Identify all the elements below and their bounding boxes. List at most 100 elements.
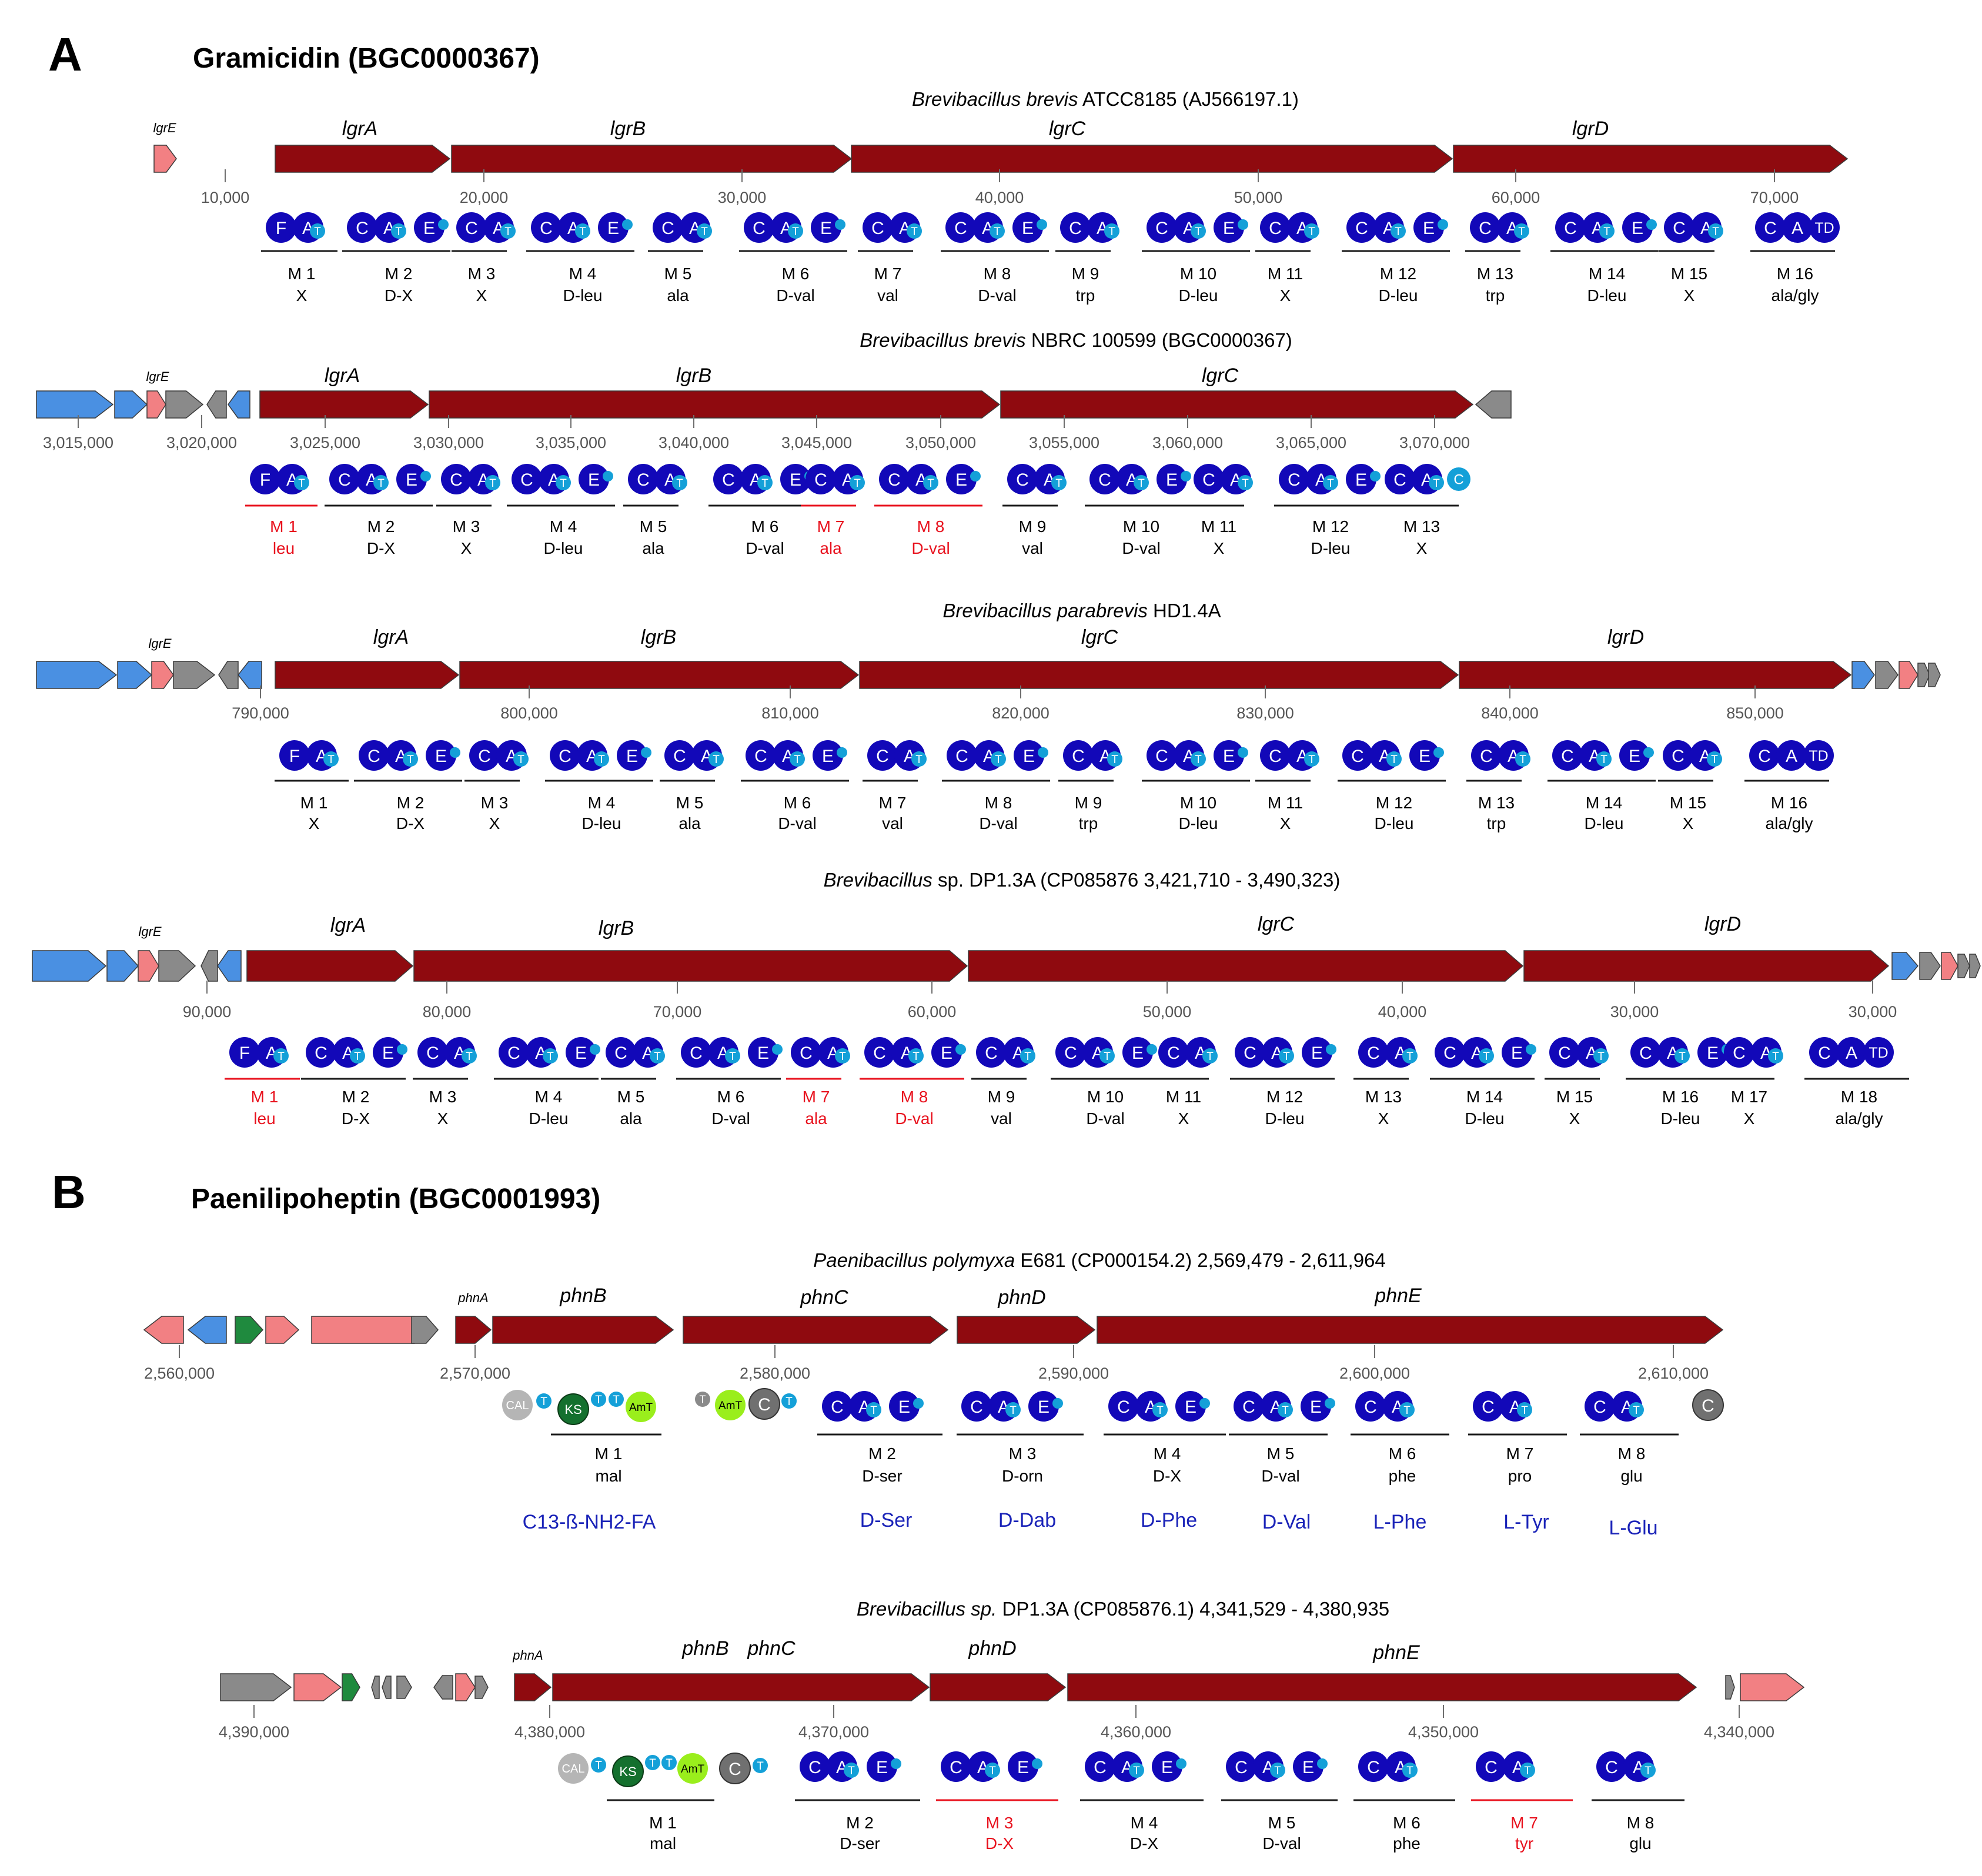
domain-letter: A	[1786, 747, 1797, 766]
epimerase-dot	[1038, 747, 1048, 758]
domain-f: F	[250, 464, 280, 494]
track-accession: DP1.3A (CP085876.1) 4,341,529 - 4,380,93…	[997, 1598, 1389, 1620]
module-label: M 8	[1627, 1814, 1655, 1832]
module-substrate: D-leu	[1587, 286, 1627, 305]
thiolation-domain: T	[1191, 223, 1206, 239]
domain-circle	[1181, 471, 1191, 481]
domain-td: TD	[1803, 740, 1834, 771]
epimerase-dot	[891, 1758, 901, 1769]
context-gene-arrow	[36, 661, 118, 689]
domain-letter: T	[1521, 1405, 1528, 1417]
thiolation-domain: T	[757, 475, 773, 490]
module-substrate: ala/gly	[1836, 1109, 1883, 1128]
domain-circle	[609, 1392, 624, 1407]
domain-letter: T	[1679, 1051, 1686, 1063]
thiolation-domain: T	[697, 223, 712, 239]
domain-circle	[1051, 475, 1067, 490]
domain-circle	[1085, 1751, 1115, 1782]
domain-letter: C	[1480, 747, 1493, 766]
thiolation-domain: T	[850, 475, 865, 490]
domain-circle	[1194, 464, 1224, 494]
domain-letter: C	[1558, 1044, 1571, 1063]
module-substrate: D-leu	[1375, 814, 1414, 832]
thiolation-domain: T	[1391, 223, 1406, 239]
domain-c: C	[1235, 1037, 1265, 1068]
domain-letter: T	[595, 1394, 602, 1406]
domain-letter: C	[1453, 472, 1463, 488]
gene-name: lgrE	[146, 369, 169, 384]
gene-arrow-lgrE	[153, 145, 177, 173]
module-substrate: D-orn	[1002, 1467, 1043, 1485]
thiolation-domain: T	[609, 1392, 624, 1407]
domain-letter: T	[848, 1765, 855, 1777]
domain-letter: T	[1327, 477, 1334, 490]
thiolation-domain: T	[294, 475, 309, 490]
domain-circle	[591, 1757, 606, 1773]
module-substrate: D-leu	[563, 286, 603, 305]
domain-td: TD	[1863, 1037, 1894, 1068]
domain-letter: C	[728, 1760, 741, 1779]
domain-circle	[229, 1037, 260, 1068]
epimerase-dot	[450, 747, 460, 758]
module-substrate: D-val	[1262, 1834, 1301, 1852]
domain-circle	[1008, 1751, 1038, 1782]
domain-c: C	[1358, 1751, 1389, 1782]
gene-name: phnA	[457, 1290, 488, 1305]
module-label: M 1	[649, 1814, 677, 1832]
domain-circle	[1517, 1402, 1532, 1417]
product-name: L-Tyr	[1503, 1511, 1549, 1533]
module-substrate: X	[309, 814, 320, 832]
domain-circle	[811, 212, 841, 243]
domain-circle	[1429, 475, 1444, 490]
domain-circle	[664, 740, 695, 771]
thiolation-domain: T	[1515, 751, 1530, 767]
domain-circle	[1768, 1048, 1783, 1064]
domain-circle	[1032, 1758, 1042, 1769]
domain-circle	[575, 223, 590, 239]
domain-letter: E	[1022, 219, 1034, 238]
module-label: M 9	[1075, 794, 1102, 812]
domain-circle	[985, 1763, 1000, 1778]
axis-tick-label: 3,060,000	[1152, 434, 1223, 452]
epimerase-dot	[1438, 219, 1448, 230]
product-name: L-Phe	[1373, 1511, 1427, 1533]
track-accession: HD1.4A	[1148, 600, 1221, 621]
domain-circle	[1646, 219, 1657, 230]
domain-c: C	[1147, 212, 1177, 243]
module-substrate: D-val	[979, 814, 1017, 832]
axis-tick-label: 4,390,000	[219, 1723, 289, 1741]
domain-letter: T	[1391, 754, 1398, 766]
gene-arrow-phnA	[514, 1673, 552, 1701]
thiolation-domain: T	[1152, 1402, 1168, 1417]
domain-amt: AmT	[715, 1390, 746, 1420]
domain-letter: T	[598, 754, 605, 766]
domain-circle	[536, 1393, 552, 1409]
thiolation-domain: T	[1768, 1048, 1783, 1064]
domain-letter: C	[661, 219, 674, 238]
axis-tick-label: 3,035,000	[536, 434, 606, 452]
module-label: M 18	[1841, 1088, 1877, 1106]
domain-circle	[1304, 751, 1319, 767]
section-letter: B	[52, 1166, 86, 1218]
domain-e: E	[867, 1751, 897, 1782]
domain-letter: E	[406, 470, 417, 490]
domain-e: E	[889, 1391, 920, 1422]
domain-c: C	[531, 212, 561, 243]
domain-circle	[744, 212, 774, 243]
domain-letter: E	[575, 1044, 587, 1063]
module-label: M 5	[640, 517, 667, 536]
track-label: Brevibacillus parabrevis HD1.4A	[942, 600, 1221, 621]
module-substrate: D-leu	[544, 539, 583, 557]
domain-circle	[1134, 475, 1149, 490]
epimerase-dot	[1646, 219, 1657, 230]
domain-circle	[1526, 1044, 1536, 1055]
domain-circle	[1238, 219, 1248, 230]
thiolation-domain: T	[1202, 1048, 1218, 1064]
context-gene-arrow	[220, 1673, 292, 1701]
axis-tick-label: 850,000	[1726, 704, 1784, 722]
domain-circle	[462, 1048, 477, 1064]
domain-letter: C	[540, 219, 553, 238]
domain-circle	[1809, 1037, 1840, 1068]
domain-letter: T	[1195, 226, 1202, 238]
domain-e: E	[1409, 740, 1440, 771]
